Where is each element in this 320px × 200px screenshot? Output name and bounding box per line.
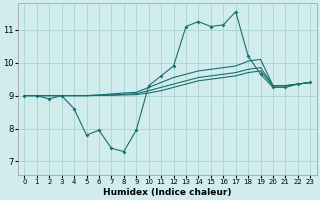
X-axis label: Humidex (Indice chaleur): Humidex (Indice chaleur): [103, 188, 232, 197]
